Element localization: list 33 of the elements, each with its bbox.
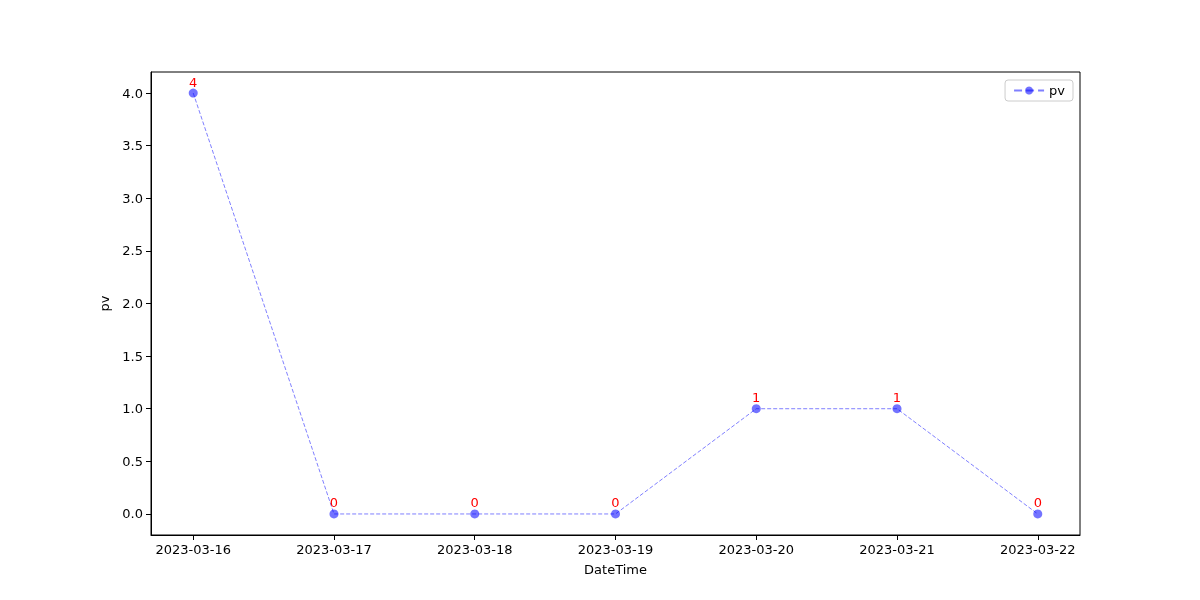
x-tick-label: 2023-03-21 [859, 542, 935, 557]
point [892, 404, 902, 414]
y-tick-label: 4.0 [122, 85, 143, 101]
point [470, 509, 480, 519]
point [751, 404, 761, 414]
x-tick-label: 2023-03-17 [296, 542, 372, 557]
y-tick-label: 0.0 [122, 506, 143, 522]
data-label: 0 [470, 495, 479, 511]
point [329, 509, 339, 519]
legend-label: pv [1049, 83, 1066, 98]
y-axis-title: pv [97, 295, 112, 312]
y-tick-label: 1.5 [122, 348, 143, 364]
x-tick-label: 2023-03-22 [999, 542, 1076, 557]
point [188, 88, 198, 98]
x-tick-label: 2023-03-20 [718, 542, 795, 557]
y-tick-label: 1.0 [122, 401, 143, 417]
y-tick-label: 2.0 [122, 296, 143, 311]
data-label: 0 [329, 495, 339, 511]
data-label: 4 [189, 74, 198, 90]
point [1033, 509, 1043, 519]
data-label: 1 [892, 390, 902, 406]
y-tick-label: 3.0 [122, 190, 143, 206]
y-tick-label: 0.5 [122, 453, 143, 469]
data-label: 0 [611, 495, 620, 511]
x-tick-label: 2023-03-16 [155, 542, 232, 557]
x-tick-label: 2023-03-18 [436, 542, 513, 557]
y-tick-label: 3.5 [122, 138, 143, 154]
x-tick-label: 2023-03-19 [577, 542, 654, 557]
data-label: 1 [752, 390, 761, 406]
y-tick-label: 2.5 [122, 243, 143, 259]
point [611, 509, 620, 519]
data-label: 0 [1033, 495, 1042, 511]
x-axis-title: DateTime [584, 562, 647, 577]
